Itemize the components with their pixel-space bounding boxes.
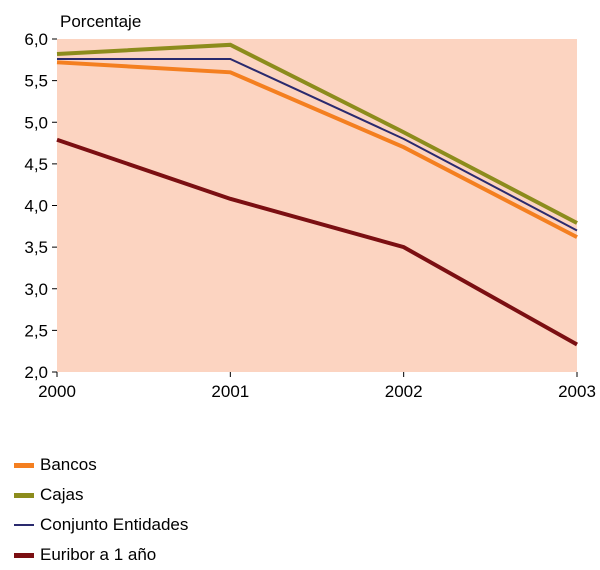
series-line-1 [56,42,578,225]
legend-swatch [14,462,34,468]
line-chart: Porcentaje 2,0 2,5 3,0 3,5 4,0 4,5 5,0 5,5 6,0 2… [24,12,596,401]
legend-label: Conjunto Entidades [40,515,189,534]
legend: Bancos Cajas Conjunto Entidades Euribor a 1… [14,450,188,570]
series-line-0 [56,60,578,239]
legend-item: Cajas [14,480,188,510]
x-tick-label: 2002 [385,382,423,401]
series-line-3 [56,137,578,347]
y-tick-label: 3,0 [24,280,48,299]
y-tick-label: 2,0 [24,363,48,382]
y-tick-label: 5,5 [24,72,48,91]
series-line-2 [57,57,578,232]
x-tick-label: 2001 [211,382,249,401]
x-tick-label: 2003 [558,382,596,401]
legend-item: Bancos [14,450,188,480]
legend-label: Cajas [40,485,84,504]
series-lines [56,42,578,347]
y-tick-label: 3,5 [24,238,48,257]
legend-swatch [14,552,34,558]
y-tick-label: 4,0 [24,197,48,216]
legend-item: Conjunto Entidades [14,510,188,540]
legend-item: Euribor a 1 año [14,540,188,570]
legend-swatch [14,492,34,498]
plot-background [57,39,577,372]
x-tick-label: 2000 [38,382,76,401]
y-tick-label: 6,0 [24,30,48,49]
y-axis-label: Porcentaje [60,12,141,31]
legend-swatch [14,524,34,526]
y-tick-label: 5,0 [24,113,48,132]
legend-label: Euribor a 1 año [40,545,157,564]
y-axis: 2,0 2,5 3,0 3,5 4,0 4,5 5,0 5,5 6,0 [24,30,57,382]
y-tick-label: 4,5 [24,155,48,174]
legend-label: Bancos [40,455,97,474]
x-axis: 2000 2001 2002 2003 [38,372,596,401]
y-tick-label: 2,5 [24,321,48,340]
